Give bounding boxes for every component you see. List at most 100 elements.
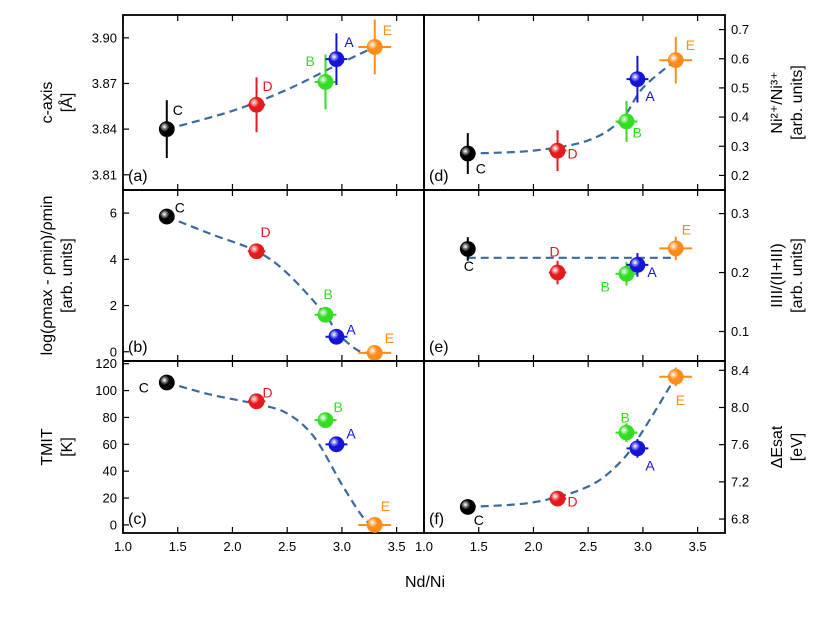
panel-tag: (c)	[128, 511, 147, 528]
data-point-B: B	[314, 399, 343, 429]
y-axis-title-line: c-axis	[39, 82, 56, 124]
point-label: B	[323, 286, 332, 302]
point-label: A	[645, 457, 655, 473]
marker	[366, 517, 383, 533]
marker	[158, 374, 175, 391]
panel-a: 3.81 3.84 3.87 3.90 c-axis [Å] C D B A E (a)	[39, 14, 425, 191]
data-point-D: D	[548, 490, 578, 510]
x-tick-label: 3.0	[333, 539, 351, 554]
panel-c: 1.0 1.5 2.0 2.5 3.0 3.5 0 20 40 60 80 100 120 TMIT [K]…	[39, 356, 425, 554]
point-label: E	[381, 498, 390, 514]
point-label: A	[346, 322, 356, 338]
point-label: E	[676, 392, 685, 408]
point-label: C	[173, 102, 183, 118]
marker	[317, 74, 334, 90]
x-axis-title: Nd/Ni	[405, 574, 445, 591]
x-tick-label: 1.0	[114, 539, 132, 554]
marker	[366, 345, 383, 361]
y-tick-label: 8.0	[731, 400, 749, 415]
data-point-C: C	[459, 499, 484, 528]
panel-tag: (b)	[128, 339, 148, 356]
y-axis-title: c-axis [Å]	[39, 82, 76, 124]
marker	[328, 328, 345, 345]
data-point-D: D	[247, 384, 273, 410]
y-tick-label: 3.90	[92, 30, 117, 45]
y-axis-title-line: [Å]	[57, 93, 76, 113]
y-tick-label: 0	[110, 344, 117, 359]
data-point-B: B	[314, 286, 337, 323]
marker	[618, 424, 635, 441]
marker	[328, 436, 345, 453]
panel-tag: (f)	[429, 511, 444, 528]
y-tick-label: 80	[103, 410, 117, 425]
y-axis-title-line: [arb. units]	[59, 238, 76, 313]
y-axis-title-line: TMIT	[39, 428, 56, 466]
y-axis-title-line: Ni²⁺/Ni³⁺	[769, 71, 786, 133]
data-point-A: A	[325, 322, 356, 345]
x-tick-label: 3.5	[689, 539, 707, 554]
point-label: B	[620, 410, 629, 426]
data-point-E: E	[659, 36, 695, 84]
data-point-A: A	[626, 439, 655, 473]
data-point-C: C	[158, 200, 185, 225]
y-tick-label: 0.2	[731, 265, 749, 280]
data-point-E: E	[659, 221, 693, 261]
marker	[248, 243, 265, 260]
marker	[549, 264, 566, 281]
x-tick-label: 2.0	[223, 539, 241, 554]
y-tick-label: 0.7	[731, 22, 749, 37]
data-point-C: C	[459, 237, 476, 274]
y-tick-label: 120	[95, 356, 117, 371]
point-label: B	[632, 124, 641, 140]
y-tick-label: 100	[95, 383, 117, 398]
marker	[629, 440, 646, 457]
y-axis-title-line: ΔEsat	[769, 425, 786, 468]
fit-curve	[166, 215, 375, 355]
y-tick-label: 0.3	[731, 206, 749, 221]
panel-frame	[423, 14, 726, 191]
data-point-D: D	[247, 77, 273, 133]
fit-curve	[166, 45, 376, 131]
point-label: B	[333, 399, 342, 415]
data-point-B: B	[600, 261, 638, 295]
data-point-D: D	[247, 224, 271, 260]
point-label: C	[474, 512, 484, 528]
marker	[459, 241, 476, 257]
y-axis-title-line: [eV]	[789, 433, 806, 461]
point-label: D	[568, 494, 578, 510]
data-point-E: E	[659, 367, 693, 408]
point-label: C	[139, 380, 149, 396]
y-axis-title-line: IIII/(II+III)	[769, 243, 786, 307]
point-label: A	[346, 425, 356, 441]
y-tick-label: 0.1	[731, 324, 749, 339]
panel-b: 0 2 4 6 log(ρmax - ρmin)/ρmin [arb. units] C D B…	[39, 189, 425, 362]
fit-curve	[467, 376, 677, 509]
data-point-B: B	[615, 410, 638, 442]
x-tick-label: 1.0	[415, 539, 433, 554]
marker	[618, 265, 635, 282]
y-tick-label: 0.3	[731, 139, 749, 154]
y-tick-label: 6	[110, 206, 117, 221]
point-label: A	[344, 34, 354, 50]
marker	[549, 490, 566, 507]
marker	[629, 256, 646, 273]
x-tick-label: 2.5	[278, 539, 296, 554]
marker	[317, 412, 334, 429]
panel-frame	[423, 360, 726, 534]
point-label: D	[568, 146, 578, 162]
marker	[366, 39, 383, 55]
panel-tag: (d)	[429, 168, 449, 185]
y-axis-title: Ni²⁺/Ni³⁺ [arb. units]	[769, 65, 806, 140]
y-tick-label: 7.2	[731, 474, 749, 489]
marker	[158, 121, 175, 138]
y-axis-title-line: [arb. units]	[789, 65, 806, 140]
x-tick-label: 2.0	[524, 539, 542, 554]
panel-d: 0.2 0.3 0.4 0.5 0.6 0.7 Ni²⁺/Ni³⁺ [arb. units] C…	[423, 14, 806, 191]
panel-tag: (a)	[128, 168, 148, 185]
marker	[618, 113, 635, 130]
point-label: A	[645, 88, 655, 104]
y-tick-label: 0.2	[731, 168, 749, 183]
marker	[629, 71, 646, 88]
y-tick-label: 2	[110, 298, 117, 313]
y-tick-label: 3.87	[92, 76, 117, 91]
